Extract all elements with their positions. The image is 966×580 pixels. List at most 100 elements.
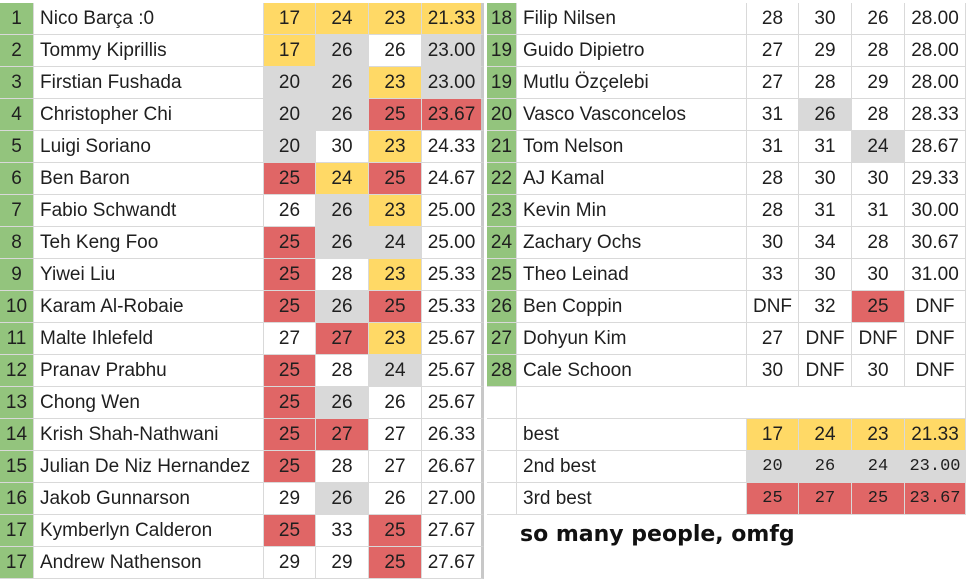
name-cell[interactable]: Kymberlyn Calderon bbox=[34, 515, 264, 547]
rank-cell[interactable]: 3 bbox=[0, 67, 34, 99]
rank-cell[interactable]: 20 bbox=[487, 99, 517, 131]
solve2-cell[interactable]: 30 bbox=[316, 131, 369, 163]
name-cell[interactable]: Andrew Nathenson bbox=[34, 547, 264, 579]
average-cell[interactable]: 23.67 bbox=[422, 99, 484, 131]
solve1-cell[interactable]: 27 bbox=[747, 35, 799, 67]
solve2-cell[interactable]: 26 bbox=[316, 387, 369, 419]
solve3-cell[interactable]: 24 bbox=[369, 227, 422, 259]
solve1-cell[interactable]: 25 bbox=[264, 451, 316, 483]
average-cell[interactable]: 27.00 bbox=[422, 483, 484, 515]
solve2-cell[interactable]: 29 bbox=[316, 547, 369, 579]
empty-cell[interactable] bbox=[517, 387, 966, 419]
solve3-cell[interactable]: 23 bbox=[369, 67, 422, 99]
rank-cell[interactable]: 19 bbox=[487, 35, 517, 67]
solve1-cell[interactable]: 30 bbox=[747, 227, 799, 259]
solve2-cell[interactable]: 30 bbox=[799, 3, 852, 35]
solve3-cell[interactable]: 24 bbox=[369, 355, 422, 387]
name-cell[interactable]: Filip Nilsen bbox=[517, 3, 747, 35]
solve2-cell[interactable]: 28 bbox=[316, 355, 369, 387]
solve2-cell[interactable]: 30 bbox=[799, 259, 852, 291]
average-cell[interactable]: 25.33 bbox=[422, 291, 484, 323]
solve3-cell[interactable]: 26 bbox=[852, 3, 905, 35]
rank-cell[interactable]: 17 bbox=[0, 547, 34, 579]
solve1-cell[interactable]: 20 bbox=[264, 99, 316, 131]
rank-cell[interactable]: 18 bbox=[487, 3, 517, 35]
name-cell[interactable]: Krish Shah-Nathwani bbox=[34, 419, 264, 451]
average-cell[interactable]: 25.00 bbox=[422, 195, 484, 227]
solve3-cell[interactable]: 25 bbox=[369, 547, 422, 579]
average-cell[interactable]: 25.00 bbox=[422, 227, 484, 259]
solve1-cell[interactable]: 31 bbox=[747, 99, 799, 131]
solve3-cell[interactable]: 30 bbox=[852, 163, 905, 195]
rank-cell[interactable]: 25 bbox=[487, 259, 517, 291]
solve1-cell[interactable]: 25 bbox=[264, 227, 316, 259]
solve2-cell[interactable]: 31 bbox=[799, 195, 852, 227]
name-cell[interactable]: Karam Al-Robaie bbox=[34, 291, 264, 323]
name-cell[interactable]: Teh Keng Foo bbox=[34, 227, 264, 259]
average-cell[interactable]: 28.00 bbox=[905, 67, 966, 99]
solve1-cell[interactable]: 25 bbox=[264, 259, 316, 291]
rank-cell[interactable]: 16 bbox=[0, 483, 34, 515]
rank-cell[interactable]: 27 bbox=[487, 323, 517, 355]
solve3-cell[interactable]: 28 bbox=[852, 99, 905, 131]
solve1-cell[interactable]: 29 bbox=[264, 547, 316, 579]
solve3-cell[interactable]: 23 bbox=[369, 131, 422, 163]
average-cell[interactable]: 31.00 bbox=[905, 259, 966, 291]
solve2-cell[interactable]: 32 bbox=[799, 291, 852, 323]
solve1-cell[interactable]: 33 bbox=[747, 259, 799, 291]
average-cell[interactable]: DNF bbox=[905, 291, 966, 323]
name-cell[interactable]: Fabio Schwandt bbox=[34, 195, 264, 227]
solve3-cell[interactable]: 30 bbox=[852, 355, 905, 387]
name-cell[interactable]: Ben Coppin bbox=[517, 291, 747, 323]
solve1-cell[interactable]: 31 bbox=[747, 131, 799, 163]
solve1-cell[interactable]: 27 bbox=[747, 67, 799, 99]
rank-cell[interactable]: 22 bbox=[487, 163, 517, 195]
average-cell[interactable]: 30.00 bbox=[905, 195, 966, 227]
summary-s2-cell[interactable]: 26 bbox=[799, 451, 852, 483]
solve1-cell[interactable]: 30 bbox=[747, 355, 799, 387]
rank-cell[interactable]: 2 bbox=[0, 35, 34, 67]
solve3-cell[interactable]: 26 bbox=[369, 35, 422, 67]
rank-cell[interactable]: 28 bbox=[487, 355, 517, 387]
solve1-cell[interactable]: 20 bbox=[264, 131, 316, 163]
summary-s2-cell[interactable]: 24 bbox=[799, 419, 852, 451]
summary-s3-cell[interactable]: 24 bbox=[852, 451, 905, 483]
solve3-cell[interactable]: 29 bbox=[852, 67, 905, 99]
average-cell[interactable]: 26.33 bbox=[422, 419, 484, 451]
solve2-cell[interactable]: 33 bbox=[316, 515, 369, 547]
solve2-cell[interactable]: DNF bbox=[799, 355, 852, 387]
solve2-cell[interactable]: 28 bbox=[316, 259, 369, 291]
rank-cell[interactable]: 1 bbox=[0, 3, 34, 35]
average-cell[interactable]: 25.67 bbox=[422, 323, 484, 355]
solve1-cell[interactable]: 27 bbox=[747, 323, 799, 355]
summary-avg-cell[interactable]: 21.33 bbox=[905, 419, 966, 451]
solve2-cell[interactable]: 26 bbox=[316, 483, 369, 515]
summary-label[interactable]: best bbox=[517, 419, 747, 451]
solve3-cell[interactable]: 25 bbox=[369, 163, 422, 195]
average-cell[interactable]: 21.33 bbox=[422, 3, 484, 35]
solve2-cell[interactable]: 24 bbox=[316, 3, 369, 35]
name-cell[interactable]: Zachary Ochs bbox=[517, 227, 747, 259]
solve1-cell[interactable]: 25 bbox=[264, 355, 316, 387]
solve2-cell[interactable]: 34 bbox=[799, 227, 852, 259]
solve3-cell[interactable]: DNF bbox=[852, 323, 905, 355]
solve1-cell[interactable]: 25 bbox=[264, 291, 316, 323]
rank-cell[interactable]: 8 bbox=[0, 227, 34, 259]
solve1-cell[interactable]: DNF bbox=[747, 291, 799, 323]
solve2-cell[interactable]: DNF bbox=[799, 323, 852, 355]
average-cell[interactable]: 23.00 bbox=[422, 35, 484, 67]
name-cell[interactable]: Julian De Niz Hernandez bbox=[34, 451, 264, 483]
solve3-cell[interactable]: 27 bbox=[369, 451, 422, 483]
solve2-cell[interactable]: 31 bbox=[799, 131, 852, 163]
summary-s3-cell[interactable]: 23 bbox=[852, 419, 905, 451]
summary-s1-cell[interactable]: 25 bbox=[747, 483, 799, 515]
solve1-cell[interactable]: 27 bbox=[264, 323, 316, 355]
name-cell[interactable]: Luigi Soriano bbox=[34, 131, 264, 163]
solve2-cell[interactable]: 26 bbox=[316, 195, 369, 227]
empty-cell[interactable] bbox=[487, 419, 517, 451]
solve3-cell[interactable]: 23 bbox=[369, 259, 422, 291]
solve3-cell[interactable]: 30 bbox=[852, 259, 905, 291]
solve3-cell[interactable]: 25 bbox=[369, 291, 422, 323]
rank-cell[interactable]: 12 bbox=[0, 355, 34, 387]
solve1-cell[interactable]: 28 bbox=[747, 195, 799, 227]
